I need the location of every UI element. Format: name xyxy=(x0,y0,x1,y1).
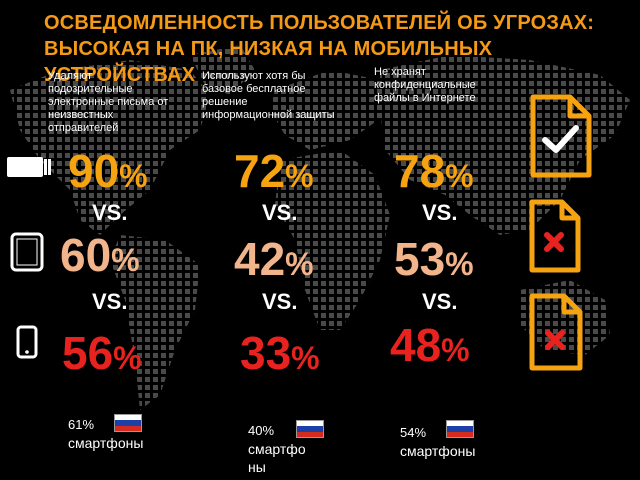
description-line: Удаляют xyxy=(48,70,93,82)
tablet-icon xyxy=(10,232,44,272)
footnote-label: смартфоны xyxy=(68,435,144,451)
value-number: 48 xyxy=(390,319,442,371)
value-number: 42 xyxy=(234,233,286,285)
percent-sign: % xyxy=(113,340,142,376)
description-line: неизвестных xyxy=(48,109,114,121)
column-1-tablet-value: 60% xyxy=(60,232,140,283)
percent-sign: % xyxy=(285,246,314,282)
column-2-smartphone-value: 33% xyxy=(240,330,320,381)
value-number: 33 xyxy=(240,327,292,379)
page-title: ОСВЕДОМЛЕННОСТЬ ПОЛЬЗОВАТЕЛЕЙ ОБ УГРОЗАХ… xyxy=(44,10,614,88)
description-line: решение xyxy=(202,96,248,108)
percent-sign: % xyxy=(119,158,148,194)
column-1-pc-value: 90% xyxy=(68,148,148,199)
value-number: 53 xyxy=(394,233,446,285)
description-line: файлы в Интернете xyxy=(374,92,476,104)
column-3-description: Не хранят конфиденциальные файлы в Интер… xyxy=(374,66,514,105)
description-line: подозрительные xyxy=(48,83,133,95)
footnote-value: 54% xyxy=(400,425,427,440)
footnote-label: смартфоны xyxy=(248,441,306,475)
document-check-icon xyxy=(530,94,592,178)
column-2-description: Используют хотя бы базовое бесплатное ре… xyxy=(202,70,362,122)
vs-label: VS. xyxy=(262,200,298,225)
column-2-tablet-value: 42% xyxy=(234,236,314,287)
percent-sign: % xyxy=(445,246,474,282)
vs-label: VS. xyxy=(262,289,298,314)
description-line: электронные письма от xyxy=(48,96,169,108)
description-line: конфиденциальные xyxy=(374,79,476,91)
footnote-value: 40% xyxy=(248,423,275,438)
value-number: 60 xyxy=(60,229,112,281)
vs-label: VS. xyxy=(92,200,128,225)
description-line: базовое бесплатное xyxy=(202,83,306,95)
column-1-footnote: 61% смартфоны xyxy=(68,416,143,452)
document-cross-icon xyxy=(529,199,581,273)
column-3-pc-value: 78% xyxy=(394,148,474,199)
column-3-tablet-value: 53% xyxy=(394,236,474,287)
column-2-pc-value: 72% xyxy=(234,148,314,199)
description-line: информационной защиты xyxy=(202,109,335,121)
footnote-label: смартфоны xyxy=(400,443,476,459)
vs-label: VS. xyxy=(92,289,128,314)
value-number: 72 xyxy=(234,145,286,197)
smartphone-icon xyxy=(16,325,38,359)
russia-flag-icon xyxy=(114,414,142,432)
percent-sign: % xyxy=(445,158,474,194)
column-2-footnote: 40% смартфоны xyxy=(248,422,318,476)
vs-label: VS. xyxy=(422,289,458,314)
description-line: Используют хотя бы xyxy=(202,70,306,82)
value-number: 56 xyxy=(62,327,114,379)
column-3-footnote: 54% смартфоны xyxy=(400,424,475,460)
title-line-3: УСТРОЙСТВАХ xyxy=(44,64,196,86)
document-cross-icon xyxy=(529,293,583,371)
column-1-smartphone-value: 56% xyxy=(62,330,142,381)
percent-sign: % xyxy=(441,332,470,368)
description-line: отправителей xyxy=(48,122,119,134)
value-number: 90 xyxy=(68,145,120,197)
value-number: 78 xyxy=(394,145,446,197)
percent-sign: % xyxy=(111,242,140,278)
footnote-value: 61% xyxy=(68,417,95,432)
percent-sign: % xyxy=(285,158,314,194)
russia-flag-icon xyxy=(446,420,474,438)
column-3-smartphone-value: 48% xyxy=(390,322,470,373)
russia-flag-icon xyxy=(296,420,324,438)
title-line-2: ВЫСОКАЯ НА ПК, НИЗКАЯ НА МОБИЛЬНЫХ xyxy=(44,38,493,60)
description-line: Не хранят xyxy=(374,66,426,78)
title-line-1: ОСВЕДОМЛЕННОСТЬ ПОЛЬЗОВАТЕЛЕЙ ОБ УГРОЗАХ… xyxy=(44,12,595,34)
vs-label: VS. xyxy=(422,200,458,225)
percent-sign: % xyxy=(291,340,320,376)
column-1-description: Удаляют подозрительные электронные письм… xyxy=(48,70,198,135)
laptop-icon xyxy=(7,157,51,177)
